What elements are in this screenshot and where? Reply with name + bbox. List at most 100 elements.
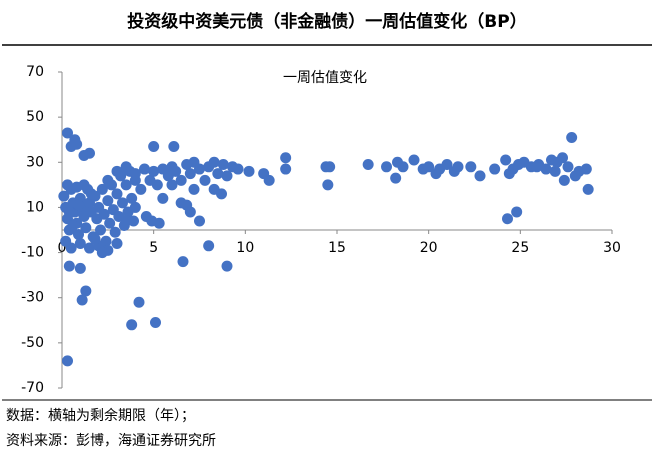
point [362,159,374,171]
point [243,165,255,177]
point [62,355,73,367]
point [452,161,464,173]
point [188,183,200,195]
point [221,260,233,272]
point [280,152,292,164]
point [126,192,138,204]
point [168,140,180,152]
note: 数据：横轴为剩余期限（年）； [6,407,195,424]
point [465,161,477,173]
page-title: 投资级中资美元债（非金融债）一周估值变化（BP） [127,11,526,32]
point [157,192,169,204]
point [199,174,211,186]
point [474,170,486,182]
point [71,138,83,150]
x-tick-label: 5 [149,240,158,256]
point [324,161,336,173]
point [109,226,121,238]
point [151,179,163,191]
point [500,154,512,166]
x-tick-label: 10 [236,240,254,256]
point [129,201,141,213]
point [80,285,92,297]
point [177,256,189,268]
point [73,229,84,241]
point [80,222,92,234]
point [166,179,178,191]
point [263,174,275,186]
point [212,168,224,180]
point [78,179,90,191]
point [120,161,132,173]
point [557,152,568,164]
point [511,206,523,218]
point [62,127,73,139]
point [232,163,244,175]
point [120,215,132,227]
point [74,238,86,250]
point [322,179,334,191]
point [175,174,187,186]
point [111,165,123,177]
point [73,199,84,211]
point [63,206,75,218]
point [95,224,106,236]
point [139,163,150,175]
point [194,163,205,175]
y-tick-label: 70 [26,64,44,80]
point [441,159,453,171]
point [170,165,182,177]
point [531,161,543,173]
source: 资料来源：彭博，海通证券研究所 [6,432,216,449]
x-tick-label: 0 [58,240,67,256]
point [104,217,116,229]
point [216,188,227,200]
x-tick-label: 20 [420,240,438,256]
point [120,179,132,191]
point [98,208,110,220]
x-tick-label: 15 [328,240,346,256]
point [580,163,592,175]
point [184,168,196,180]
chart-title: 一周估值变化 [283,70,367,86]
point [135,183,147,195]
point [96,183,108,195]
point [280,163,292,175]
point [381,161,392,173]
point [217,159,229,171]
point [203,240,215,252]
point [390,172,402,184]
point [397,161,409,173]
point [78,150,90,162]
y-tick-label: 10 [26,199,44,215]
point [153,217,165,229]
point [221,170,233,182]
point [65,242,77,254]
point [503,168,515,180]
point [582,183,594,195]
point [408,154,420,166]
point [62,179,73,191]
x-tick-label: 30 [603,240,621,256]
point [76,294,88,306]
point [133,296,145,308]
point [117,197,128,209]
point [502,213,513,225]
point [194,215,205,227]
point [129,168,141,180]
y-tick-label: -50 [21,335,44,351]
point [208,156,220,168]
point [549,165,561,177]
point [58,190,70,202]
point [96,247,108,259]
point [566,131,578,143]
y-tick-label: -10 [21,245,44,261]
point [148,140,160,152]
y-tick-label: -30 [21,290,44,306]
point [540,163,552,175]
point [67,219,79,231]
y-tick-label: 30 [26,154,44,170]
x-tick-label: 25 [511,240,529,256]
point [85,188,97,200]
